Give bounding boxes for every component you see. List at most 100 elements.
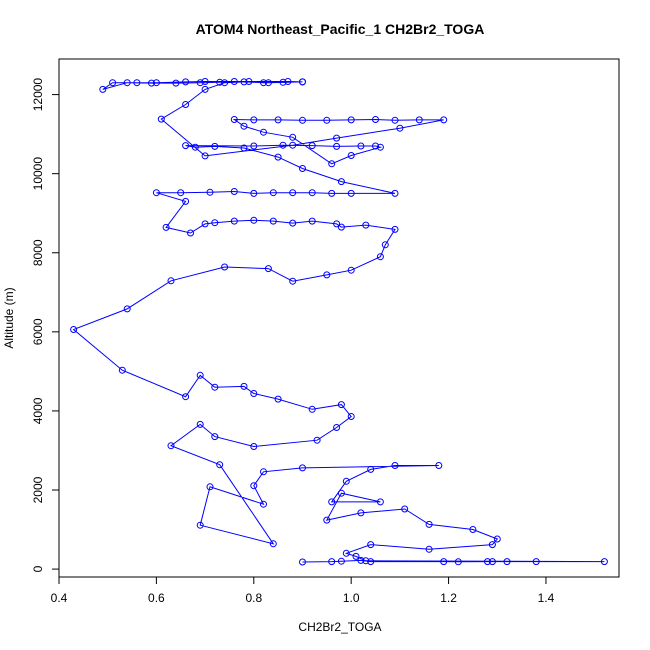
data-point (196, 79, 204, 87)
data-point (264, 265, 272, 273)
data-point (148, 79, 155, 87)
data-point (488, 541, 496, 549)
data-point (264, 79, 272, 87)
data-point (337, 223, 345, 231)
data-point (367, 541, 375, 549)
data-point (240, 78, 248, 86)
data-point (109, 79, 117, 87)
x-tick-label: 0.8 (245, 591, 262, 605)
data-point (337, 557, 345, 565)
data-point (347, 116, 355, 124)
data-point (152, 79, 160, 87)
data-point (289, 219, 297, 227)
data-point (493, 535, 501, 543)
data-point (274, 153, 282, 161)
data-point (299, 558, 306, 566)
y-axis: 0 2000 4000 6000 8000 10000 12000 (31, 78, 60, 572)
data-point (269, 189, 277, 197)
data-point (308, 217, 316, 225)
data-point (435, 462, 443, 469)
x-axis-label: CH2Br2_TOGA (298, 620, 381, 634)
data-point (196, 420, 204, 428)
data-point (333, 134, 341, 142)
data-point (484, 558, 491, 566)
data-point (167, 442, 175, 450)
chart-title: ATOM4 Northeast_Pacific_1 CH2Br2_TOGA (196, 21, 485, 37)
data-point (323, 271, 331, 279)
data-point (230, 188, 238, 195)
data-point (532, 558, 540, 566)
data-point (396, 124, 404, 132)
data-point (600, 558, 608, 566)
data-point (221, 263, 229, 271)
data-point (250, 189, 258, 197)
data-point (372, 116, 379, 123)
x-tick-label: 0.4 (51, 591, 68, 605)
data-point (167, 277, 175, 285)
data-point (372, 142, 379, 150)
data-point (191, 143, 199, 151)
data-point (118, 366, 126, 374)
data-point (425, 520, 433, 528)
data-point (328, 558, 336, 566)
data-point (260, 500, 267, 508)
data-point (182, 142, 190, 150)
data-point (488, 558, 496, 566)
data-point (454, 558, 462, 566)
y-tick-label: 2000 (31, 476, 45, 503)
data-point (328, 189, 336, 197)
data-point (284, 78, 292, 85)
data-point (152, 189, 160, 197)
data-point (196, 371, 204, 379)
data-point (391, 189, 399, 197)
data-point (308, 405, 316, 413)
data-series (70, 78, 608, 566)
x-axis: 0.4 0.6 0.8 1.0 1.2 1.4 (51, 576, 555, 605)
data-point (211, 433, 219, 441)
data-point (182, 197, 190, 205)
data-point (299, 78, 306, 86)
data-point (299, 165, 306, 172)
data-point (240, 122, 248, 130)
data-point (352, 552, 360, 560)
data-point (289, 189, 297, 197)
data-point (347, 266, 355, 274)
data-point (70, 326, 78, 333)
data-point (250, 216, 258, 224)
data-point (182, 101, 190, 108)
data-point (230, 116, 238, 123)
data-point (469, 526, 477, 533)
data-point (357, 556, 365, 564)
data-point (201, 152, 209, 160)
series-line (72, 80, 605, 563)
data-point (425, 545, 433, 553)
data-point (206, 483, 214, 491)
data-point (333, 424, 341, 431)
data-point (308, 189, 316, 197)
data-point (337, 178, 345, 186)
data-point (323, 516, 331, 524)
x-tick-label: 1.0 (343, 591, 360, 605)
data-point (347, 413, 355, 420)
data-point (347, 152, 355, 159)
data-point (250, 443, 258, 450)
data-point (274, 395, 282, 403)
data-point (250, 390, 258, 397)
data-point (299, 116, 306, 124)
y-tick-label: 8000 (31, 239, 45, 266)
data-point (260, 79, 267, 87)
data-point (201, 220, 209, 228)
data-point (211, 219, 219, 227)
data-point (333, 142, 341, 150)
data-point (289, 133, 297, 141)
x-tick-label: 0.6 (148, 591, 165, 605)
data-point (260, 468, 267, 476)
data-point (279, 141, 287, 149)
data-point (221, 79, 229, 87)
data-point (415, 116, 423, 124)
data-point (162, 223, 170, 231)
data-point (182, 393, 190, 401)
data-point (357, 509, 365, 517)
y-tick-label: 4000 (31, 397, 45, 424)
data-point (123, 305, 131, 313)
